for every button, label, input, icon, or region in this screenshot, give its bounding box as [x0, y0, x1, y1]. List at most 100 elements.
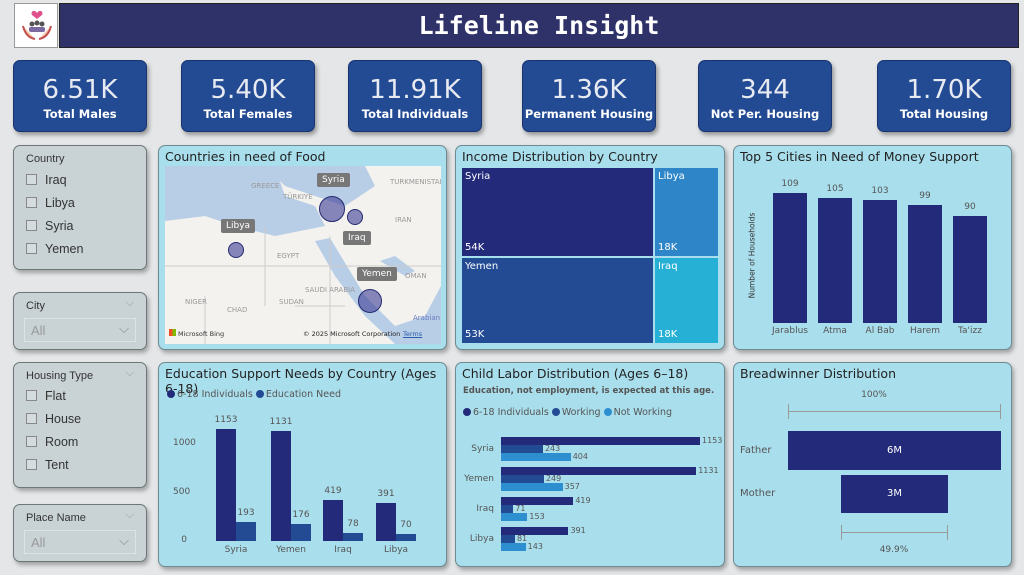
y-tick-label: 1000	[173, 438, 196, 448]
bar[interactable]	[863, 200, 897, 323]
treemap-syria[interactable]: Syria 54K	[462, 168, 653, 256]
country-slicer: Country Iraq Libya Syria Yemen	[13, 145, 147, 270]
checkbox[interactable]	[26, 436, 37, 447]
checkbox[interactable]	[26, 174, 37, 185]
data-label: 419	[575, 496, 591, 505]
kpi-permanent-housing: 1.36K Permanent Housing	[522, 60, 656, 132]
kpi-value: 11.91K	[369, 75, 461, 105]
x-tick-label: Harem	[909, 326, 941, 336]
y-tick-label: 500	[173, 486, 191, 497]
checkbox[interactable]	[26, 459, 37, 470]
kpi-not-permanent-housing: 344 Not Per. Housing	[698, 60, 832, 132]
data-label: 103	[871, 186, 889, 197]
map[interactable]: GREECE TÜRKIYE TURKMENISTAN IRAN EGYPT S…	[165, 166, 441, 344]
panel-title: Child Labor Distribution (Ages 6–18)	[462, 366, 689, 381]
bar[interactable]	[501, 535, 515, 543]
x-tick-label: Iraq	[334, 545, 352, 555]
bubble-libya[interactable]	[228, 242, 244, 258]
bottom-percent: 49.9%	[879, 545, 909, 555]
option-syria[interactable]: Syria	[26, 219, 73, 233]
map-label-libya: Libya	[221, 219, 256, 233]
bar[interactable]	[501, 467, 697, 475]
option-house[interactable]: House	[26, 412, 81, 426]
chevron-down-icon[interactable]: ⌵	[125, 367, 134, 379]
option-label: Tent	[45, 458, 69, 472]
bubble-syria[interactable]	[319, 196, 345, 222]
data-label: 90	[964, 201, 976, 212]
chevron-down-icon: ⌵	[119, 533, 129, 548]
panel-title: Breadwinner Distribution	[740, 366, 896, 381]
funnel-bar-father[interactable]: 6M	[788, 431, 1001, 470]
data-label: 176	[292, 509, 310, 520]
option-yemen[interactable]: Yemen	[26, 242, 83, 256]
bar[interactable]	[216, 429, 236, 541]
option-tent[interactable]: Tent	[26, 458, 69, 472]
bottom-bracket	[841, 525, 948, 540]
treemap-iraq[interactable]: Iraq 18K	[655, 258, 718, 343]
hands-holding-family-heart-icon	[22, 10, 52, 40]
y-tick-label: Libya	[469, 534, 494, 544]
bar[interactable]	[323, 500, 343, 541]
bar[interactable]	[271, 431, 291, 541]
chevron-down-icon[interactable]: ⌵	[125, 297, 134, 309]
kpi-label: Not Per. Housing	[710, 107, 820, 121]
option-room[interactable]: Room	[26, 435, 78, 449]
bar[interactable]	[908, 204, 942, 323]
checkbox[interactable]	[26, 243, 37, 254]
bar[interactable]	[396, 534, 416, 541]
chevron-down-icon[interactable]: ⌵	[125, 509, 134, 521]
bar[interactable]	[818, 197, 852, 323]
option-label: House	[45, 412, 82, 426]
treemap-libya[interactable]: Libya 18K	[655, 168, 718, 256]
bar[interactable]	[501, 483, 563, 491]
slicer-title: City	[26, 300, 45, 312]
option-libya[interactable]: Libya	[26, 196, 75, 210]
checkbox[interactable]	[26, 390, 37, 401]
chevron-down-icon: ⌵	[119, 321, 129, 336]
legend: 6-18 Individuals Working Not Working	[463, 407, 672, 418]
bar[interactable]	[501, 445, 543, 453]
bubble-yemen[interactable]	[358, 289, 382, 313]
data-label: 71	[515, 504, 526, 513]
bar[interactable]	[501, 437, 700, 445]
bar[interactable]	[376, 503, 396, 541]
category-label: Mother	[740, 488, 776, 499]
city-dropdown[interactable]: All ⌵	[24, 318, 136, 342]
data-label: 99	[919, 190, 931, 201]
bar[interactable]	[291, 523, 311, 541]
checkbox[interactable]	[26, 220, 37, 231]
map-place: Arabian S	[413, 314, 441, 322]
bar[interactable]	[501, 453, 571, 461]
bar[interactable]	[501, 497, 574, 505]
data-label: 249	[545, 474, 562, 483]
bar[interactable]	[953, 215, 987, 323]
treemap-yemen[interactable]: Yemen 53K	[462, 258, 653, 343]
option-flat[interactable]: Flat	[26, 389, 66, 403]
place-dropdown[interactable]: All ⌵	[24, 530, 136, 554]
checkbox[interactable]	[26, 197, 37, 208]
category-label: Father	[740, 445, 772, 456]
funnel-bar-mother[interactable]: 3M	[841, 475, 948, 513]
bar[interactable]	[501, 543, 526, 551]
kpi-value: 6.51K	[42, 75, 118, 105]
bar[interactable]	[343, 533, 363, 541]
education-panel: Education Support Needs by Country (Ages…	[158, 362, 447, 567]
bar[interactable]	[501, 475, 544, 483]
bubble-iraq[interactable]	[347, 209, 363, 225]
bar[interactable]	[773, 193, 807, 323]
kpi-total-housing: 1.70K Total Housing	[877, 60, 1011, 132]
map-label-syria: Syria	[317, 173, 350, 187]
legend-dot	[167, 390, 175, 398]
map-place: TURKMENISTAN	[390, 178, 441, 186]
bar[interactable]	[236, 522, 256, 541]
bar[interactable]	[501, 513, 528, 521]
panel-title: Countries in need of Food	[165, 149, 326, 164]
map-terms-link[interactable]: Terms	[403, 330, 423, 338]
top-cities-panel: Top 5 Cities in Need of Money Support Nu…	[733, 145, 1012, 350]
map-place: SAUDI ARABIA	[305, 286, 355, 294]
bar[interactable]	[501, 505, 514, 513]
y-tick-label: Iraq	[476, 504, 494, 514]
bar[interactable]	[501, 527, 569, 535]
checkbox[interactable]	[26, 413, 37, 424]
option-iraq[interactable]: Iraq	[26, 173, 67, 187]
